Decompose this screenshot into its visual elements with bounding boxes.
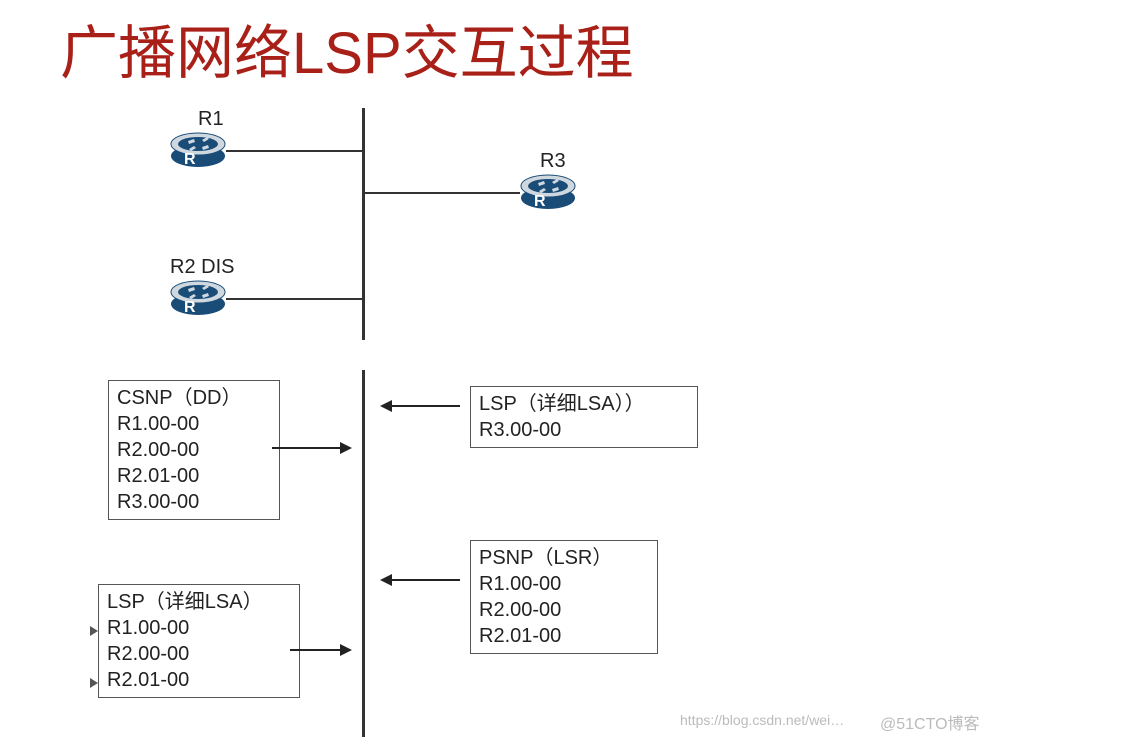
msg-line: R2.00-00: [117, 437, 271, 463]
router-label-r3: R3: [540, 150, 566, 173]
msg-line: CSNP（DD）: [117, 385, 271, 411]
topology-bus-line: [362, 108, 365, 340]
msg-box-csnp: CSNP（DD）R1.00-00R2.00-00R2.01-00R3.00-00: [108, 380, 280, 520]
msg-box-psnp: PSNP（LSR）R1.00-00R2.00-00R2.01-00: [470, 540, 658, 654]
msg-line: LSP（详细LSA））: [479, 391, 689, 417]
router-label-r2: R2 DIS: [170, 256, 234, 279]
arrow-head-icon: [380, 400, 392, 412]
router-conn-r3: [364, 192, 520, 194]
router-icon-r2: R: [170, 280, 226, 316]
arrow-shaft: [290, 649, 342, 651]
arrow-shaft: [390, 579, 460, 581]
arrow-lsp-to-bus: [290, 644, 352, 656]
msg-line: LSP（详细LSA）: [107, 589, 291, 615]
msg-line: PSNP（LSR）: [479, 545, 649, 571]
watermark-1: @51CTO博客: [880, 710, 980, 734]
arrow-psnp-to-bus: [380, 574, 460, 586]
arrow-head-icon: [380, 574, 392, 586]
arrow-shaft: [390, 405, 460, 407]
arrow-head-icon: [340, 442, 352, 454]
msg-line: R2.01-00: [479, 623, 649, 649]
msg-box-lsp-r3: LSP（详细LSA））R3.00-00: [470, 386, 698, 448]
svg-text:R: R: [184, 299, 196, 316]
page-title: 广播网络LSP交互过程: [60, 6, 634, 90]
arrow-lsp-r3-to-bus: [380, 400, 460, 412]
router-conn-r2: [226, 298, 362, 300]
msg-line: R2.01-00: [117, 463, 271, 489]
msg-line: R1.00-00: [479, 571, 649, 597]
arrow-head-icon: [340, 644, 352, 656]
msg-line: R3.00-00: [479, 417, 689, 443]
msg-line: R2.01-00: [107, 667, 291, 693]
router-conn-r1: [226, 150, 362, 152]
msg-box-lsp-detail: LSP（详细LSA）R1.00-00R2.00-00R2.01-00: [98, 584, 300, 698]
watermark-0: https://blog.csdn.net/wei…: [680, 712, 844, 728]
inline-arrow-icon: [90, 626, 98, 636]
inline-arrow-icon: [90, 678, 98, 688]
msg-line: R3.00-00: [117, 489, 271, 515]
msg-line: R1.00-00: [117, 411, 271, 437]
router-label-r1: R1: [198, 108, 224, 131]
arrow-csnp-to-bus: [272, 442, 352, 454]
router-icon-r1: R: [170, 132, 226, 168]
msg-line: R2.00-00: [107, 641, 291, 667]
svg-text:R: R: [184, 151, 196, 168]
router-icon-r3: R: [520, 174, 576, 210]
exchange-bus-line: [362, 370, 365, 737]
msg-line: R1.00-00: [107, 615, 291, 641]
msg-line: R2.00-00: [479, 597, 649, 623]
svg-text:R: R: [534, 193, 546, 210]
arrow-shaft: [272, 447, 342, 449]
